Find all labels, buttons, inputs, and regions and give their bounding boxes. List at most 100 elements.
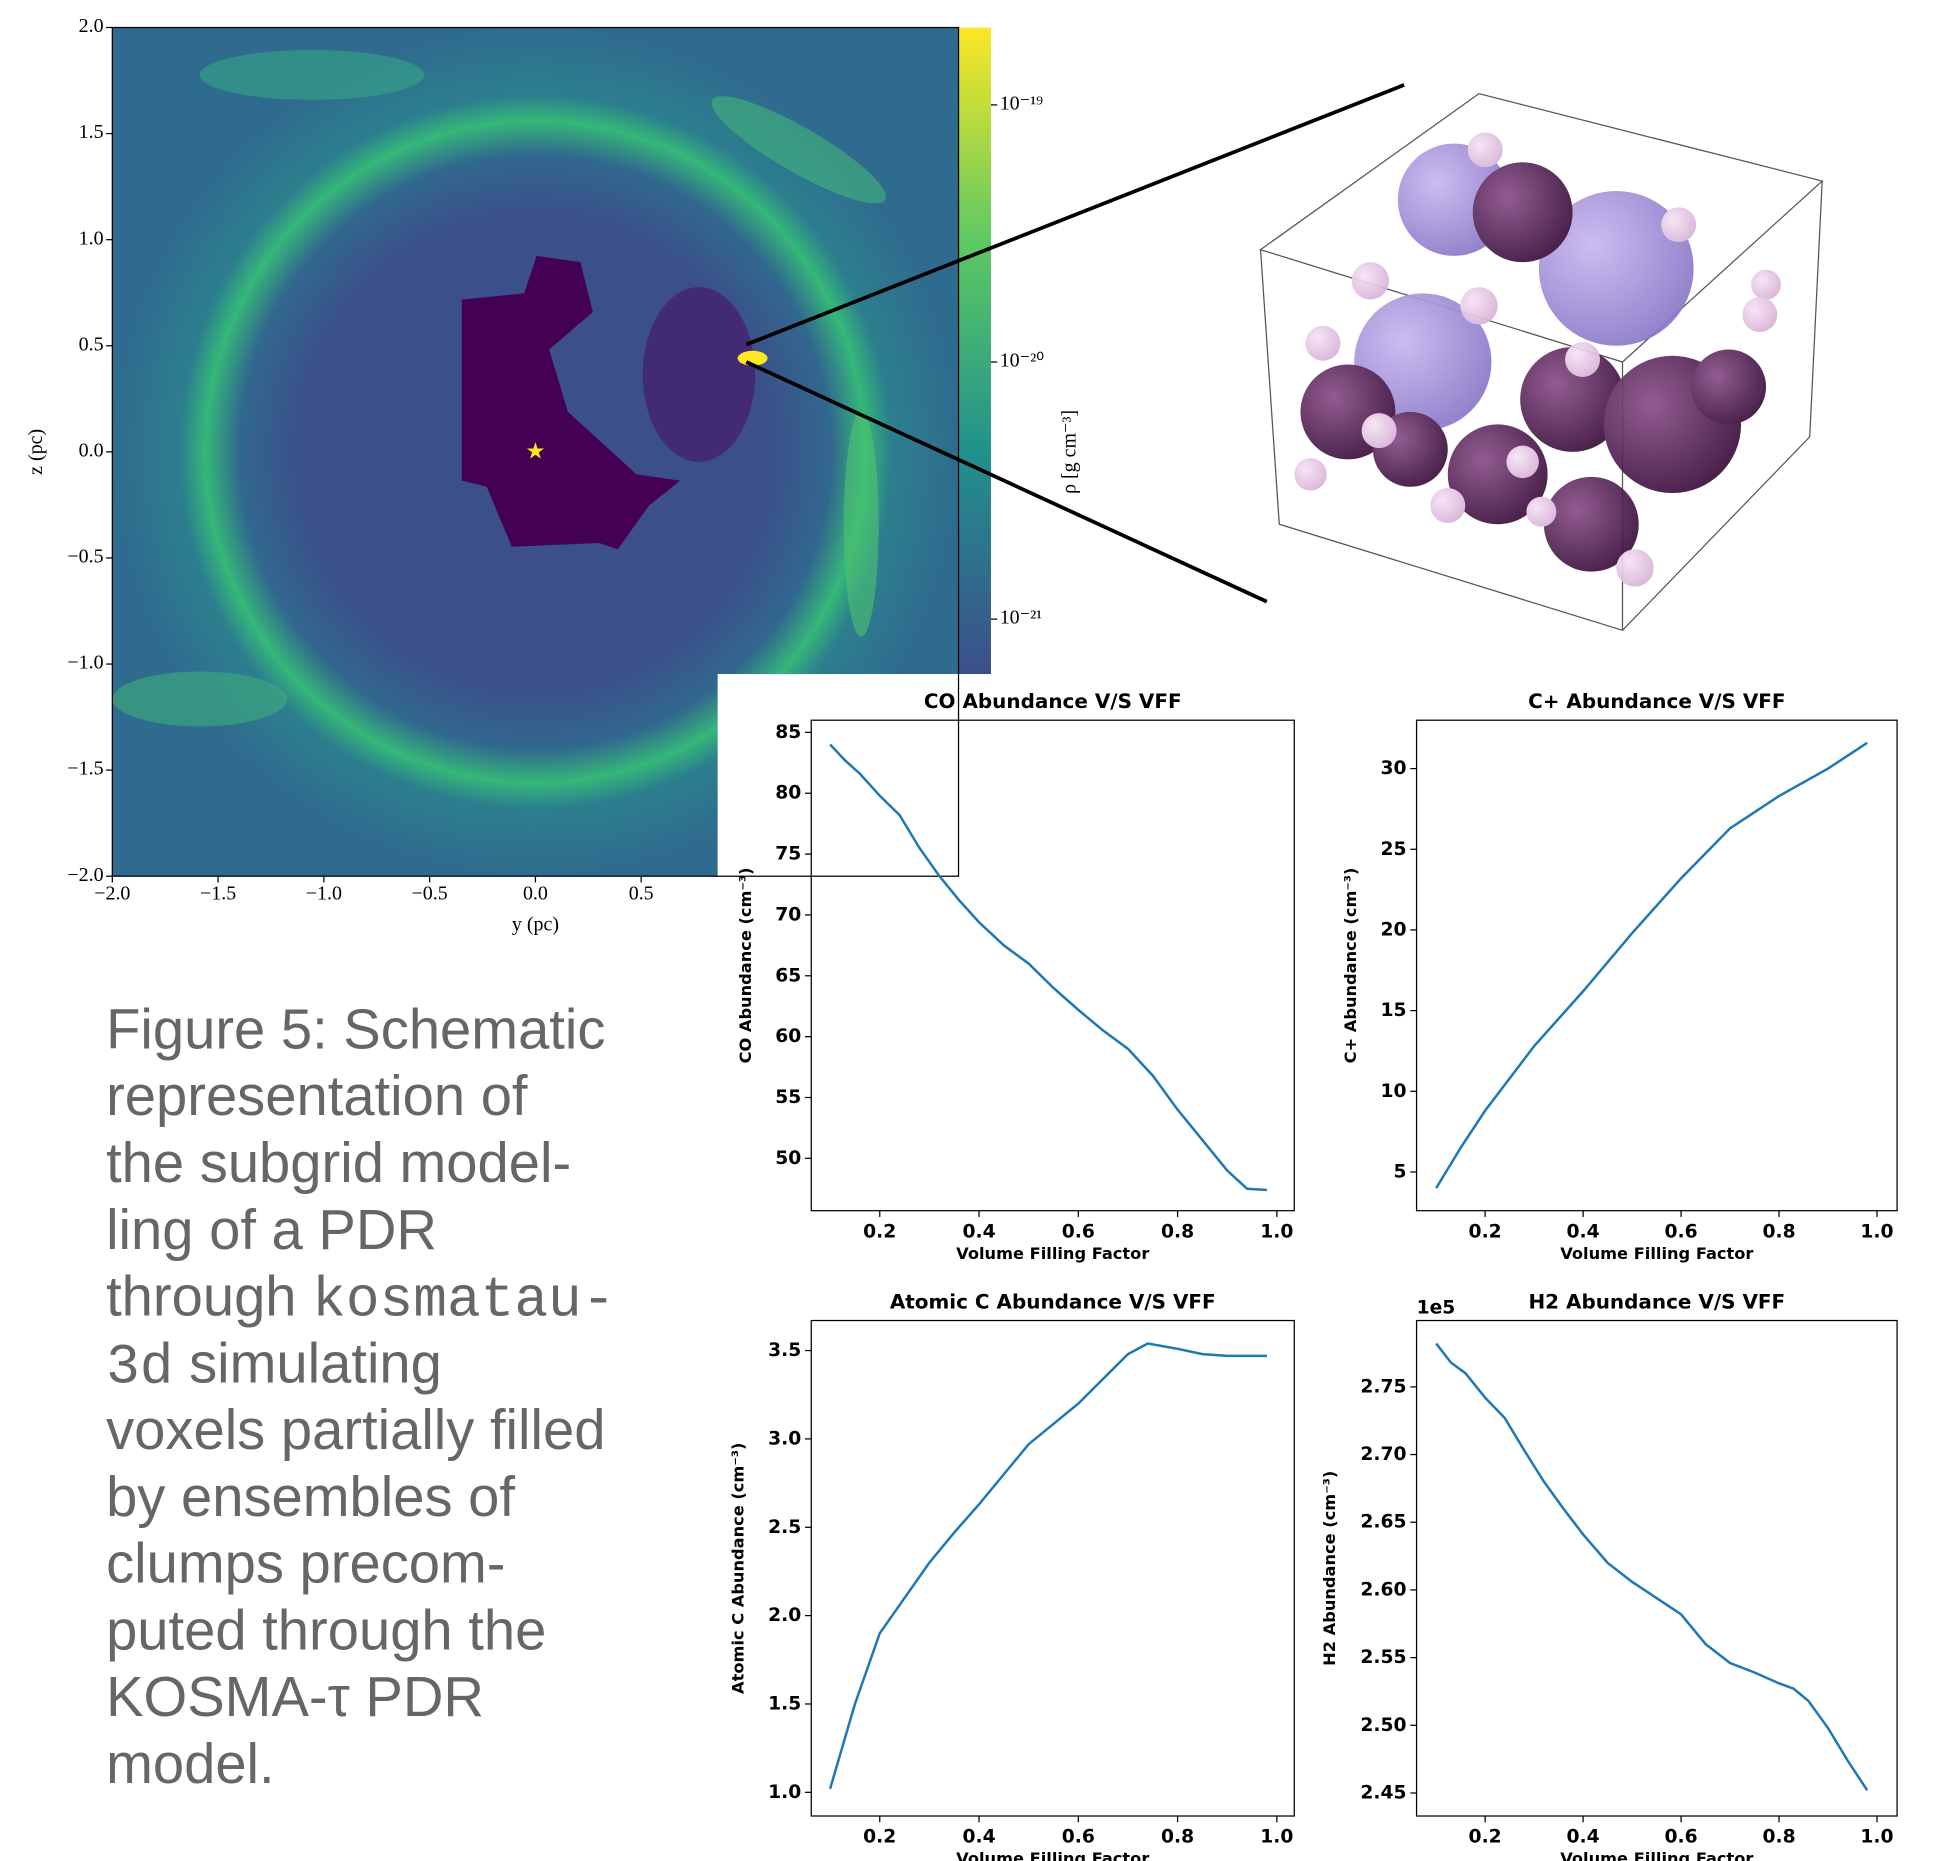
x-tick-label: 0.8 <box>1762 1221 1795 1242</box>
pdr-spot <box>737 350 768 366</box>
cavity <box>461 255 681 550</box>
caption-text: ling of a PDR <box>106 1198 437 1261</box>
clump <box>1351 262 1390 300</box>
data-line <box>829 743 1268 1192</box>
filament <box>112 671 288 727</box>
caption-text: voxels partially filled <box>106 1398 605 1461</box>
y-tick-label: 3.5 <box>768 1340 801 1361</box>
y-tick-label: −0.5 <box>67 546 103 568</box>
caption-text: the subgrid model- <box>106 1131 571 1194</box>
chart-title: C+ Abundance V/S VFF <box>1528 689 1785 713</box>
x-tick-label: 0.8 <box>1161 1827 1194 1848</box>
clump <box>1661 207 1697 243</box>
y-tick-label: 0.5 <box>79 333 104 355</box>
y-tick-label: 15 <box>1381 1000 1407 1021</box>
y-tick-label: 1.0 <box>79 227 104 249</box>
caption-text: through <box>106 1264 312 1327</box>
axes-frame <box>810 719 1295 1212</box>
x-tick-label: 1.0 <box>1860 1221 1893 1242</box>
x-tick-label: 0.4 <box>962 1221 995 1242</box>
line-chart: H2 Abundance V/S VFF 0.2 0.4 0.6 0.8 1.0 2.45 2… <box>1320 1290 1898 1861</box>
x-tick-label: 0.4 <box>1567 1827 1600 1848</box>
clump <box>1361 413 1397 449</box>
y-tick-label: −2.0 <box>67 864 103 886</box>
clump <box>1742 297 1778 333</box>
filament <box>843 411 879 637</box>
y-tick-label: 1.5 <box>768 1693 801 1714</box>
x-tick-label: 0.6 <box>1062 1221 1095 1242</box>
x-axis-label: y (pc) <box>512 914 559 936</box>
x-tick-label: 0.0 <box>523 883 548 905</box>
y-tick-label: 1.5 <box>79 121 104 143</box>
y-tick-label: 2.75 <box>1360 1376 1406 1397</box>
axes-frame <box>1415 1319 1898 1817</box>
x-tick-label: 0.6 <box>1664 1827 1697 1848</box>
y-tick-label: 80 <box>775 783 801 804</box>
clump <box>1430 488 1466 524</box>
x-tick-label: 0.6 <box>1664 1221 1697 1242</box>
caption-text: kosmatau- <box>312 1268 615 1332</box>
clump <box>1460 287 1498 325</box>
y-tick-label: 70 <box>775 904 801 925</box>
x-tick-label: −1.0 <box>306 883 342 905</box>
clump <box>1305 325 1341 361</box>
y-tick-label: 5 <box>1394 1161 1407 1182</box>
y-tick-label: 2.0 <box>768 1605 801 1626</box>
y-tick-label: 2.60 <box>1360 1579 1406 1600</box>
data-line <box>828 1342 1267 1790</box>
zoom-line <box>745 83 1405 347</box>
x-tick-label: 0.2 <box>1469 1221 1502 1242</box>
data-line <box>1435 741 1868 1189</box>
chart-title: H2 Abundance V/S VFF <box>1528 1290 1785 1314</box>
y-axis-label: CO Abundance (cm⁻³) <box>736 867 755 1063</box>
x-tick-label: 0.2 <box>1469 1827 1502 1848</box>
y-tick-label: 75 <box>775 844 801 865</box>
clump <box>1565 342 1601 377</box>
cube-edge <box>1259 180 1823 632</box>
clump <box>1520 347 1625 452</box>
y-tick-label: 20 <box>1381 919 1407 940</box>
y-tick-label: 55 <box>775 1087 801 1108</box>
x-tick-label: 0.2 <box>863 1827 896 1848</box>
chart-title: CO Abundance V/S VFF <box>924 689 1182 713</box>
density-map <box>112 27 991 877</box>
x-axis-label: Volume Filling Factor <box>956 1244 1149 1263</box>
clump <box>1616 549 1654 587</box>
x-tick-label: 0.2 <box>863 1221 896 1242</box>
caption-text: Figure 5: Schematic <box>106 997 605 1060</box>
cavity <box>642 287 756 462</box>
caption-text: simulating <box>173 1331 441 1394</box>
caption-text: 3d <box>106 1335 173 1399</box>
y-tick-label: 50 <box>775 1148 801 1169</box>
clump <box>1538 191 1694 346</box>
x-tick-label: 1.0 <box>1260 1827 1293 1848</box>
caption: Figure 5: Schematic representation of the … <box>106 997 615 1794</box>
x-tick-label: 1.0 <box>1260 1221 1293 1242</box>
y-tick-label: 0.0 <box>79 439 104 461</box>
clump <box>1751 269 1782 300</box>
clump <box>1467 132 1503 168</box>
y-tick-label: 65 <box>775 965 801 986</box>
y-axis-label: z (pc) <box>25 429 47 475</box>
x-tick-label: 0.8 <box>1762 1827 1795 1848</box>
caption-text: clumps precom- <box>106 1531 505 1594</box>
y-tick-label: 2.45 <box>1360 1782 1406 1803</box>
clump <box>1506 445 1539 479</box>
filament <box>711 96 886 204</box>
y-tick-label: 60 <box>775 1026 801 1047</box>
y-axis-label: C+ Abundance (cm⁻³) <box>1341 868 1360 1064</box>
y-tick-label: 1.0 <box>768 1782 801 1803</box>
x-axis-label: Volume Filling Factor <box>1560 1849 1753 1861</box>
clump <box>1691 349 1767 425</box>
caption-text: by ensembles of <box>106 1465 515 1528</box>
caption-text: puted through the <box>106 1598 546 1661</box>
x-tick-label: 0.5 <box>629 883 654 905</box>
line-chart: Atomic C Abundance V/S VFF 0.2 0.4 0.6 0.8 1.… <box>728 1290 1295 1861</box>
colorbar-tick-label: 10⁻¹⁹ <box>1000 92 1043 114</box>
star-marker: ★ <box>525 438 545 464</box>
filament <box>199 49 425 100</box>
clump-ensemble <box>745 83 1824 632</box>
chart-title: Atomic C Abundance V/S VFF <box>890 1290 1216 1314</box>
